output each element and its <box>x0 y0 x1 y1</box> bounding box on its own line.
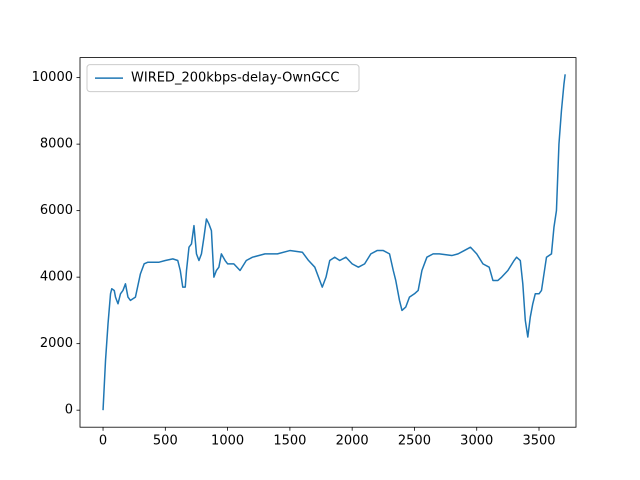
x-tick-label: 3000 <box>460 434 493 449</box>
x-tick-label: 500 <box>153 434 178 449</box>
y-tick-label: 2000 <box>40 336 73 351</box>
legend-label: WIRED_200kbps-delay-OwnGCC <box>131 71 339 86</box>
legend-box <box>86 64 360 93</box>
y-tick-label: 0 <box>65 403 73 418</box>
y-tick-label: 6000 <box>40 203 73 218</box>
x-tick-label: 2500 <box>398 434 431 449</box>
x-tick-label: 0 <box>99 434 107 449</box>
y-tick-label: 4000 <box>40 270 73 285</box>
y-tick-label: 10000 <box>32 70 73 85</box>
x-tick-label: 1500 <box>273 434 306 449</box>
plot-frame <box>79 57 577 428</box>
x-tick-label: 1000 <box>211 434 244 449</box>
x-tick-label: 3500 <box>522 434 555 449</box>
line <box>102 74 566 411</box>
y-tick-label: 8000 <box>40 137 73 152</box>
x-tick-label: 2000 <box>336 434 369 449</box>
